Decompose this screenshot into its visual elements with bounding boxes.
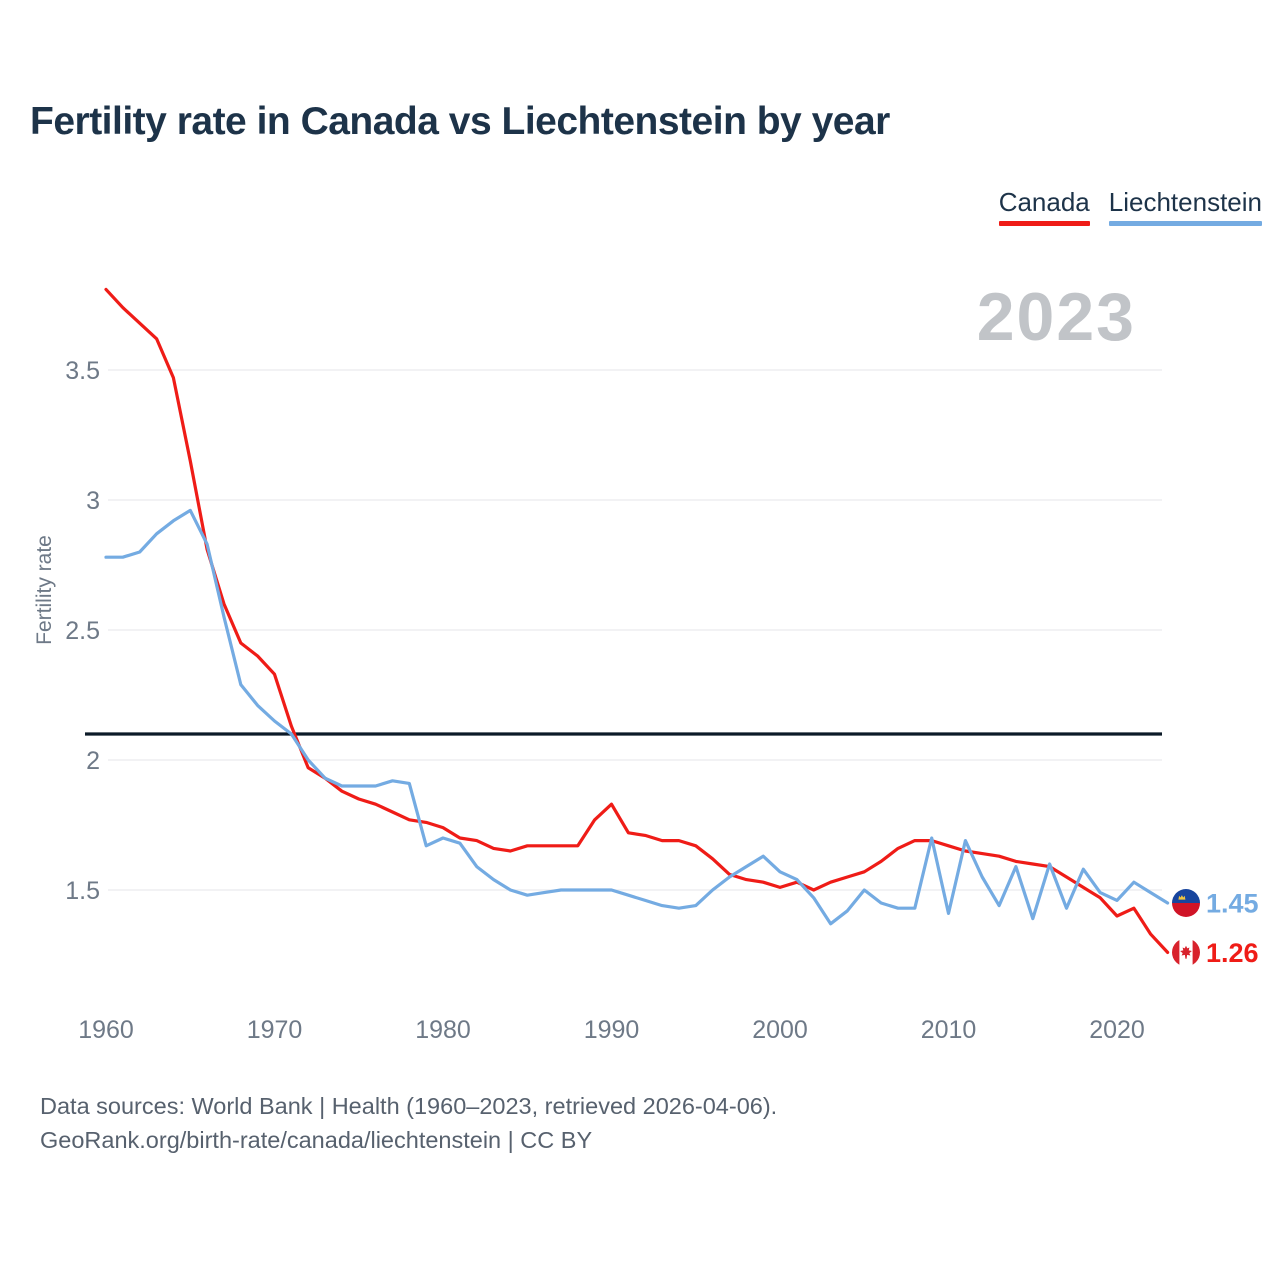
legend-color-bar-liechtenstein <box>1108 221 1262 226</box>
liechtenstein-end-value: 1.45 <box>1206 889 1259 919</box>
x-tick-label: 1970 <box>247 1016 303 1044</box>
x-tick-label: 1990 <box>584 1016 640 1044</box>
canada-end-value: 1.26 <box>1206 938 1259 968</box>
gridlines <box>108 369 1162 891</box>
x-tick-label: 2010 <box>921 1016 977 1044</box>
attribution-line: GeoRank.org/birth-rate/canada/liechtenst… <box>40 1127 593 1153</box>
legend-label-liechtenstein: Liechtenstein <box>1108 187 1262 217</box>
legend-item-canada[interactable]: Canada <box>998 187 1090 226</box>
data-source-line: Data sources: World Bank | Health (1960–… <box>40 1093 778 1119</box>
maple-leaf-glyph <box>1180 945 1192 959</box>
canada-flag-icon <box>1172 938 1200 967</box>
y-axis-title: Fertility rate <box>33 535 56 645</box>
legend-color-bar-canada <box>998 221 1090 226</box>
x-axis-tick-labels: 1960 1970 1980 1990 2000 2010 2020 <box>78 1016 1145 1044</box>
y-tick-label: 3.5 <box>65 357 100 385</box>
y-axis-tick-labels: 3.5 3 2.5 2 1.5 <box>65 357 100 905</box>
legend: Canada Liechtenstein <box>998 187 1262 226</box>
x-tick-label: 2000 <box>752 1016 808 1044</box>
x-tick-label: 1960 <box>78 1016 134 1044</box>
liechtenstein-line <box>104 508 1170 926</box>
footer: Data sources: World Bank | Health (1960–… <box>40 1089 777 1157</box>
watermark-year: 2023 <box>977 279 1136 355</box>
y-tick-label: 2 <box>86 747 100 775</box>
y-tick-label: 2.5 <box>65 617 100 645</box>
y-tick-label: 3 <box>86 487 100 515</box>
crown-glyph <box>1178 895 1186 900</box>
x-tick-label: 1980 <box>415 1016 471 1044</box>
legend-label-canada: Canada <box>998 187 1090 217</box>
fertility-rate-chart: 2023 3.5 3 2.5 2 1.5 1960 1970 1980 1990 2000 201… <box>33 279 1259 1044</box>
liechtenstein-flag-icon <box>1172 889 1200 917</box>
y-tick-label: 1.5 <box>65 877 100 905</box>
page-title: Fertility rate in Canada vs Liechtenstei… <box>30 100 890 143</box>
canada-line <box>104 287 1170 955</box>
legend-item-liechtenstein[interactable]: Liechtenstein <box>1108 187 1262 226</box>
x-tick-label: 2020 <box>1089 1016 1145 1044</box>
